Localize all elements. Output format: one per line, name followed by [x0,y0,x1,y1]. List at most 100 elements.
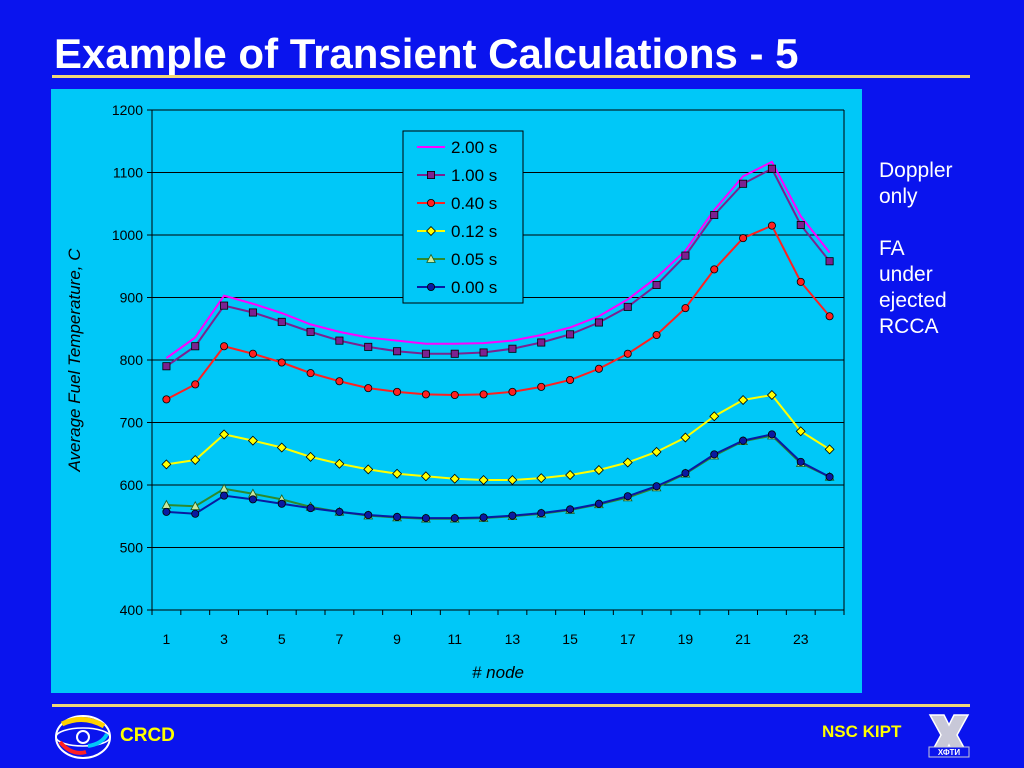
series-line [165,167,831,368]
data-point [277,499,286,508]
legend-swatch-marker [426,171,435,180]
note-line-3 [879,210,953,236]
data-point [796,277,805,286]
data-point [190,455,201,465]
data-point [277,358,286,367]
data-point [306,327,315,336]
data-point [450,349,459,358]
data-point [766,390,777,400]
data-point [594,364,603,373]
series-line [165,224,831,401]
data-point [508,344,517,353]
data-point [161,459,172,470]
legend-label: 0.12 s [451,222,497,241]
data-point [306,369,315,378]
data-point [537,338,546,347]
x-tick-label: 15 [562,631,578,647]
slide-title: Example of Transient Calculations - 5 [54,30,799,77]
crcd-label: CRCD [120,725,175,746]
data-point [162,395,171,404]
svg-text:ХФТИ: ХФТИ [938,748,960,757]
data-point [393,347,402,356]
legend-swatch-marker [426,253,436,263]
data-point [248,495,257,504]
x-tick-label: 11 [447,631,462,647]
data-point [623,349,632,358]
data-point [508,511,517,520]
data-point [277,317,286,326]
data-point [739,436,748,445]
data-point [681,469,690,478]
y-tick-label: 1000 [112,227,143,243]
data-point [393,387,402,396]
data-point [623,302,632,311]
crcd-logo-icon [55,715,111,759]
data-point [306,504,315,513]
data-point [825,472,834,481]
legend-label: 2.00 s [451,138,497,157]
data-point [536,473,547,484]
nsc-kipt-label: NSC KIPT [822,722,902,741]
data-point [710,265,719,274]
data-point [622,457,633,468]
data-point [191,342,200,351]
data-point [767,164,776,173]
series-line [166,433,831,520]
legend-label: 0.00 s [451,278,497,297]
y-tick-label: 700 [120,415,144,431]
data-point [594,318,603,327]
data-point [739,179,748,188]
data-point [364,384,373,393]
x-tick-label: 21 [735,631,751,647]
x-tick-label: 17 [620,631,636,647]
series-0-12-ss [161,390,835,485]
x-axis-label: # node [472,663,524,682]
series-line [166,393,831,481]
data-point [392,468,403,479]
data-point [594,499,603,508]
data-point [364,342,373,351]
data-point [335,507,344,516]
data-point [593,465,604,475]
data-point [767,430,776,439]
note-line-4: FA [879,237,905,260]
data-point [767,221,776,230]
y-tick-label: 600 [120,477,144,493]
data-point [450,514,459,523]
data-point [681,251,690,260]
data-point [824,444,835,455]
data-point [162,362,171,371]
data-point [566,505,575,514]
series-0-40-ss [162,221,834,404]
data-point [479,513,488,522]
data-point [825,312,834,321]
data-point [449,473,460,484]
data-point [738,395,749,405]
data-point [796,457,805,466]
data-point [276,442,287,453]
x-tick-label: 5 [278,631,286,647]
data-point [507,475,518,485]
data-point [623,492,632,501]
data-point [565,470,576,480]
footer-rule [52,704,970,707]
data-point [796,220,805,229]
data-point [508,387,517,396]
data-point [680,432,691,443]
data-point [537,509,546,518]
data-point [305,451,316,462]
y-tick-label: 1200 [112,102,143,118]
data-point [739,234,748,243]
x-tick-label: 7 [336,631,344,647]
data-point [652,280,661,289]
series-1-00-ss [162,164,834,371]
title-rule [52,75,970,78]
note-line-2: only [879,185,918,208]
data-point [651,446,662,457]
data-point [162,507,171,516]
note-line-1: Doppler [879,159,953,182]
y-tick-label: 800 [120,352,144,368]
legend-label: 0.40 s [451,194,497,213]
data-point [421,514,430,523]
